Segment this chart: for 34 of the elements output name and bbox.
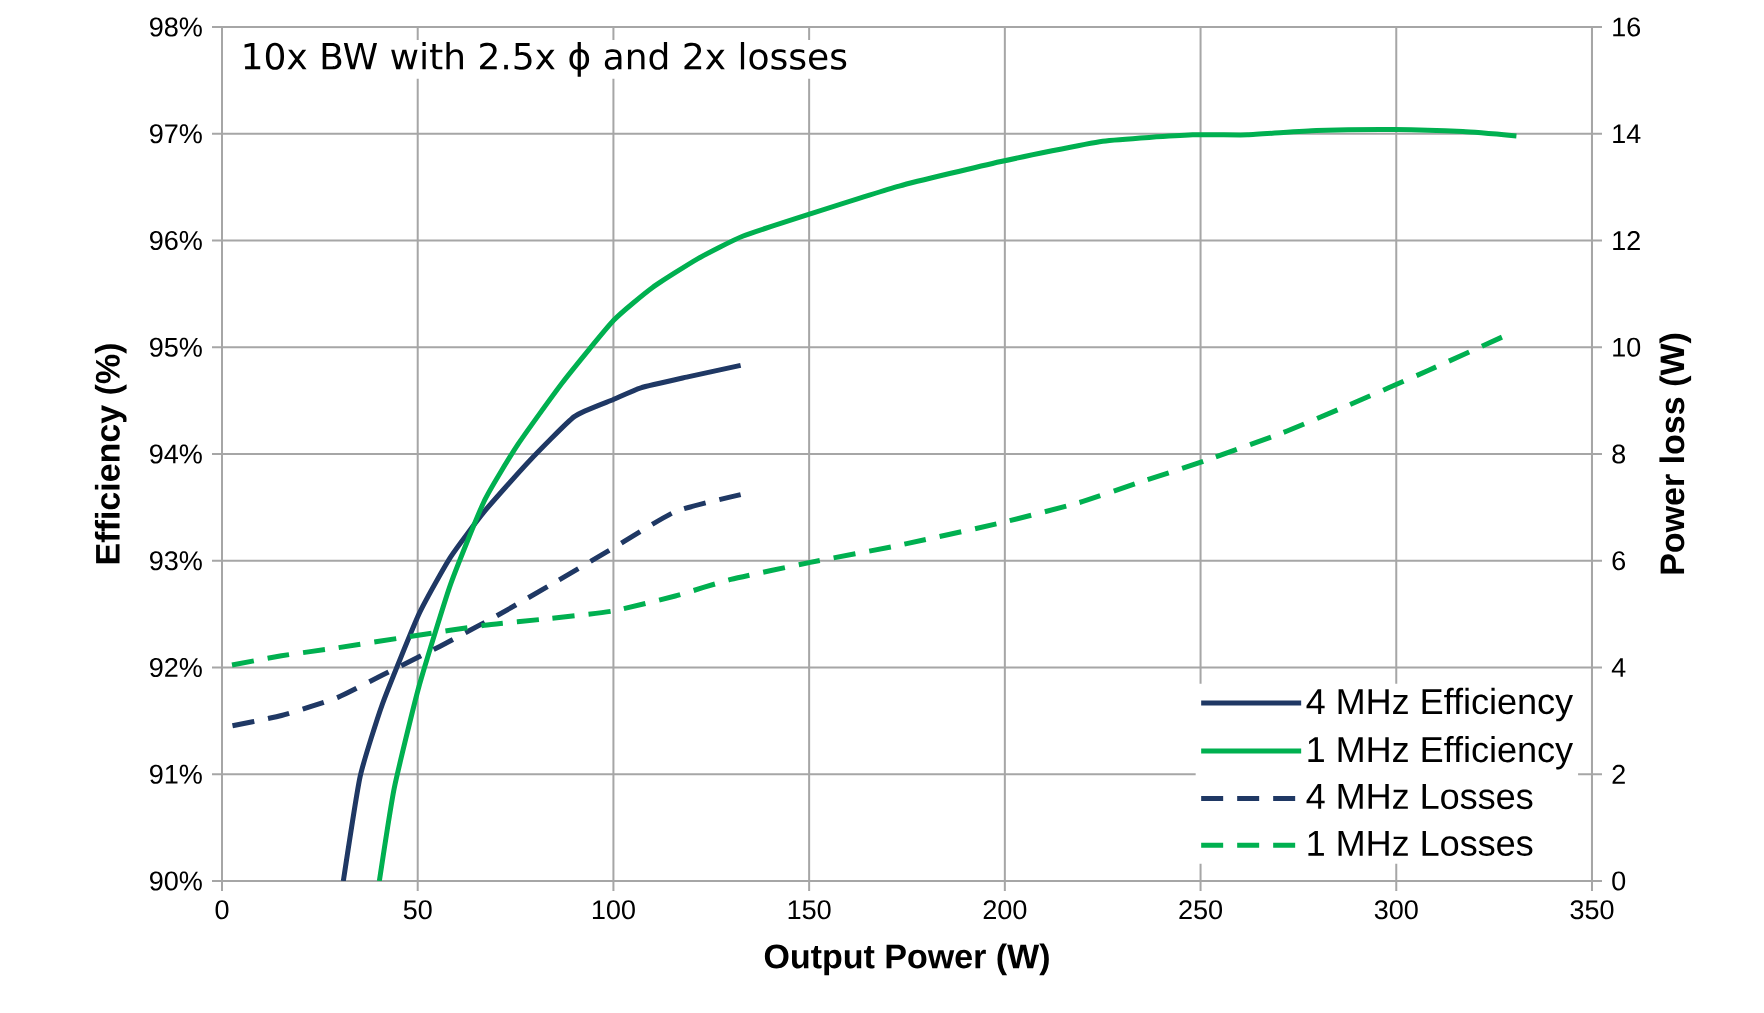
y2-tick-label: 12 xyxy=(1613,231,1640,250)
legend-label: 4 MHz Losses xyxy=(1306,784,1533,810)
y-tick-label: 98% xyxy=(150,17,202,37)
x-tick-label: 250 xyxy=(1179,900,1223,920)
y2-axis-title: Power loss (W) xyxy=(1659,333,1692,574)
y-tick-label: 95% xyxy=(150,337,202,357)
y-tick-label: 94% xyxy=(150,444,202,464)
y-tick-label: 97% xyxy=(150,124,202,144)
x-axis-title: Output Power (W) xyxy=(764,943,1049,976)
legend-label: 4 MHz Efficiency xyxy=(1306,687,1573,722)
y-tick-label: 90% xyxy=(150,871,202,891)
y-axis-title: Efficiency (%) xyxy=(94,344,127,564)
y2-tick-label: 4 xyxy=(1611,658,1626,677)
y-tick-label: 92% xyxy=(150,657,202,678)
legend-label: 1 MHz Losses xyxy=(1308,830,1533,857)
x-tick-label: 200 xyxy=(983,900,1027,920)
y-tick-label: 93% xyxy=(150,551,202,571)
x-tick-label: 50 xyxy=(403,900,432,920)
annotation: 10x BW with 2.5x ϕ and 2x losses xyxy=(244,42,847,77)
y2-tick-label: 0 xyxy=(1612,871,1626,891)
y-tick-label: 96% xyxy=(150,230,202,251)
y2-tick-label: 16 xyxy=(1613,17,1641,37)
x-tick-label: 0 xyxy=(215,900,229,920)
x-tick-label: 100 xyxy=(592,900,635,920)
y2-tick-label: 8 xyxy=(1612,444,1626,464)
legend-label: 1 MHz Efficiency xyxy=(1308,735,1573,770)
x-tick-label: 350 xyxy=(1570,900,1614,920)
y2-tick-label: 6 xyxy=(1612,551,1626,571)
y-tick-label: 91% xyxy=(150,764,202,784)
y2-tick-label: 2 xyxy=(1612,764,1625,784)
y2-tick-label: 14 xyxy=(1613,124,1641,144)
y2-tick-label: 10 xyxy=(1613,337,1641,357)
x-tick-label: 300 xyxy=(1374,900,1418,920)
x-tick-label: 150 xyxy=(788,900,831,920)
